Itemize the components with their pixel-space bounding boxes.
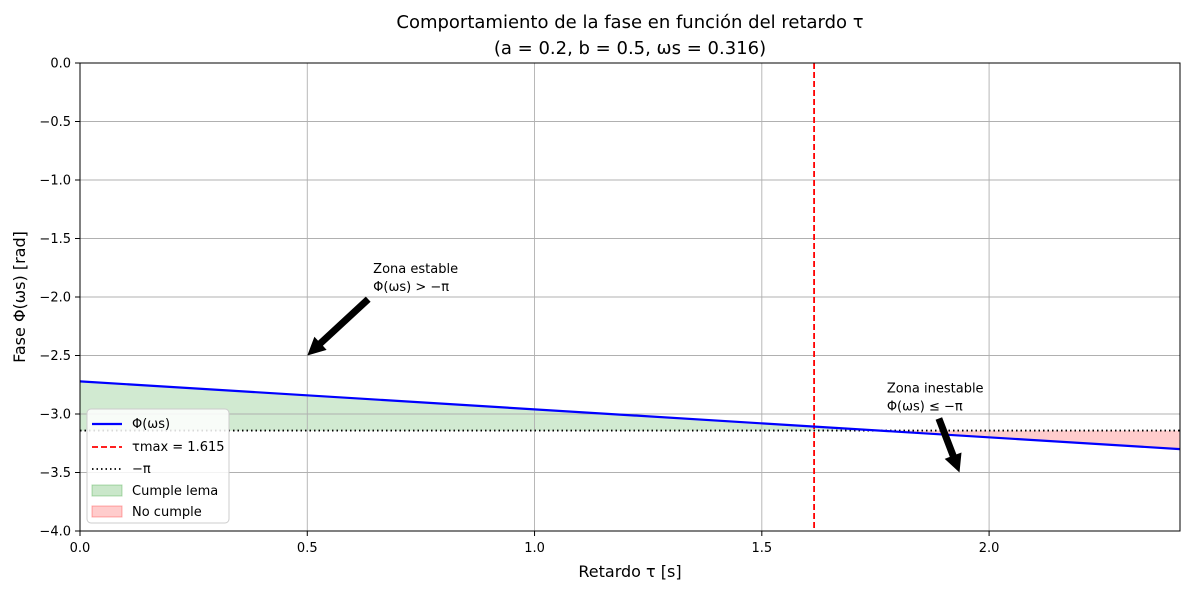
y-tick-label: −2.0 xyxy=(39,291,71,306)
legend: Φ(ωs) τmax = 1.615 −π Cumple lema No cum… xyxy=(86,408,230,524)
legend-entry-cumple: Cumple lema xyxy=(132,484,218,499)
annotation-condition: Φ(ωs) ≤ −π xyxy=(887,399,963,414)
x-tick-label: 0.5 xyxy=(297,541,318,556)
y-tick-label: −2.5 xyxy=(39,349,71,364)
annotation-title: Zona inestable xyxy=(887,381,984,396)
legend-swatch-cumple xyxy=(91,484,123,497)
legend-box xyxy=(86,408,230,524)
series-layer xyxy=(79,63,1181,531)
phase-series-line xyxy=(79,380,1181,451)
x-tick-label: 0.0 xyxy=(70,541,91,556)
legend-entry-tau-max: τmax = 1.615 xyxy=(132,440,225,455)
y-tick-label: −3.0 xyxy=(39,408,71,423)
x-tick-label: 2.0 xyxy=(979,541,1000,556)
annotation-layer: Zona estable Φ(ωs) > −π Zona inestable Φ(ωs… xyxy=(307,262,984,473)
legend-entry-phase: Φ(ωs) xyxy=(132,417,170,432)
annotation-condition: Φ(ωs) > −π xyxy=(373,280,449,295)
y-tick-label: −4.0 xyxy=(39,525,71,540)
x-tick-label: 1.5 xyxy=(751,541,772,556)
annotation-arrow xyxy=(935,417,962,473)
legend-entry-minus-pi: −π xyxy=(132,462,151,477)
chart-title: Comportamiento de la fase en función del… xyxy=(396,12,863,33)
ticks-layer: 0.0 0.5 1.0 1.5 2.0 0.0 −0.5 −1.0 −1.5 −2.0 −2.5 −3… xyxy=(39,57,999,557)
y-tick-label: −1.0 xyxy=(39,174,71,189)
x-tick-label: 1.0 xyxy=(524,541,545,556)
x-axis-label: Retardo τ [s] xyxy=(578,562,681,581)
legend-entry-no-cumple: No cumple xyxy=(132,505,202,520)
grid-layer xyxy=(79,62,1180,532)
legend-swatch-no-cumple xyxy=(91,505,123,518)
chart-subtitle: (a = 0.2, b = 0.5, ωs = 0.316) xyxy=(494,38,766,59)
y-axis-label: Fase Φ(ωs) [rad] xyxy=(10,231,29,363)
y-tick-label: 0.0 xyxy=(50,57,71,72)
annotation-title: Zona estable xyxy=(373,262,458,277)
y-tick-label: −1.5 xyxy=(39,232,71,247)
y-tick-label: −0.5 xyxy=(39,115,71,130)
annotation-arrow xyxy=(307,296,371,356)
y-tick-label: −3.5 xyxy=(39,466,71,481)
